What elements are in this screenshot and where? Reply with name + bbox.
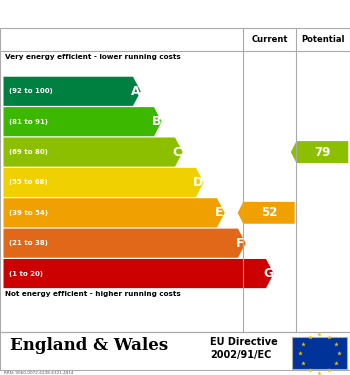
Text: (55 to 68): (55 to 68) [9,179,47,185]
Polygon shape [4,198,225,227]
Text: Current: Current [252,35,288,44]
Polygon shape [4,168,204,197]
Text: E: E [215,206,224,219]
Polygon shape [4,138,183,166]
Text: A: A [131,85,140,98]
Text: Not energy efficient - higher running costs: Not energy efficient - higher running co… [5,291,181,297]
Polygon shape [4,77,141,106]
Text: D: D [193,176,203,189]
Text: F: F [236,237,245,250]
Bar [292,338,346,369]
Text: Very energy efficient - lower running costs: Very energy efficient - lower running co… [5,54,181,60]
Text: RRN: 9060-0072-6238-6321-4914: RRN: 9060-0072-6238-6321-4914 [4,370,73,375]
Text: (92 to 100): (92 to 100) [9,88,52,94]
Text: Potential: Potential [301,35,345,44]
Text: G: G [263,267,273,280]
Text: Energy Efficiency Rating: Energy Efficiency Rating [10,5,240,23]
Polygon shape [291,141,348,163]
Text: (21 to 38): (21 to 38) [9,240,48,246]
Text: EU Directive
2002/91/EC: EU Directive 2002/91/EC [210,337,278,360]
Bar [0,332,350,370]
Text: C: C [173,146,182,159]
Polygon shape [238,202,295,224]
Text: (39 to 54): (39 to 54) [9,210,48,216]
Polygon shape [4,107,162,136]
Text: B: B [152,115,161,128]
Text: 52: 52 [261,206,277,219]
Text: (81 to 91): (81 to 91) [9,118,48,124]
Text: 79: 79 [314,146,330,159]
Text: (1 to 20): (1 to 20) [9,270,43,276]
Text: England & Wales: England & Wales [10,337,169,354]
Polygon shape [4,229,246,258]
Polygon shape [4,259,274,288]
Text: (69 to 80): (69 to 80) [9,149,48,155]
